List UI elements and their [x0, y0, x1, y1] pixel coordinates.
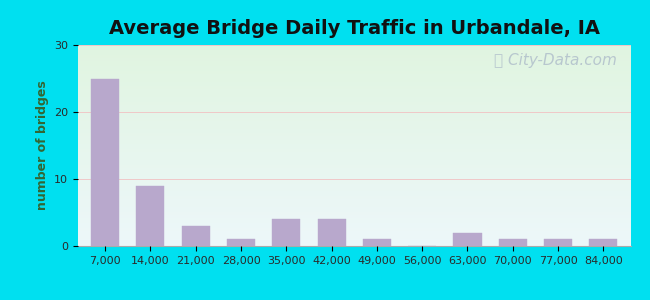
Bar [182, 226, 210, 246]
Y-axis label: number of bridges: number of bridges [36, 81, 49, 210]
Bar [544, 239, 572, 246]
Title: Average Bridge Daily Traffic in Urbandale, IA: Average Bridge Daily Traffic in Urbandal… [109, 19, 600, 38]
Bar [590, 239, 618, 246]
Bar [91, 79, 119, 246]
Bar [499, 239, 526, 246]
Bar [227, 239, 255, 246]
Bar [272, 219, 300, 246]
Bar [454, 232, 482, 246]
Text: ⓘ City-Data.com: ⓘ City-Data.com [494, 53, 617, 68]
Bar [136, 186, 164, 246]
Bar [363, 239, 391, 246]
Bar [318, 219, 346, 246]
